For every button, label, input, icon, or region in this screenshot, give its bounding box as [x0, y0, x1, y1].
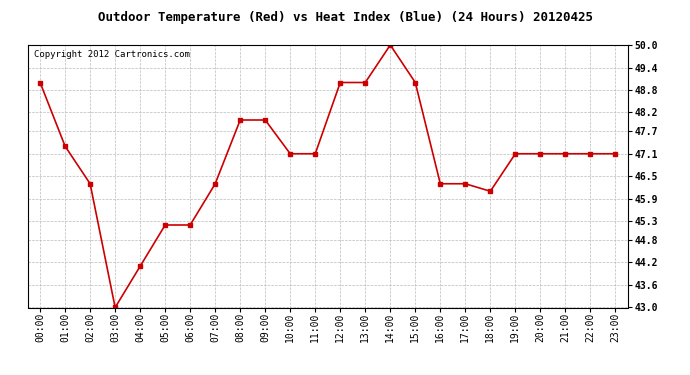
Text: Copyright 2012 Cartronics.com: Copyright 2012 Cartronics.com: [34, 50, 190, 59]
Text: Outdoor Temperature (Red) vs Heat Index (Blue) (24 Hours) 20120425: Outdoor Temperature (Red) vs Heat Index …: [97, 11, 593, 24]
